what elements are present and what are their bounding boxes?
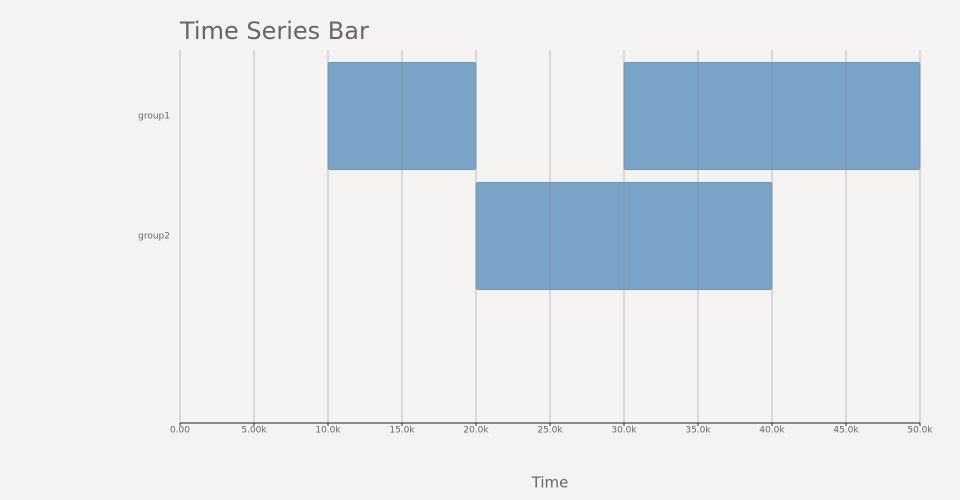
x-tick-label: 50.0k — [907, 426, 933, 436]
x-tick-label: 25.0k — [537, 426, 563, 436]
chart-title: Time Series Bar — [179, 17, 369, 45]
x-tick-label: 40.0k — [759, 426, 785, 436]
x-tick-label: 5.00k — [241, 426, 267, 436]
x-tick-label: 0.00 — [170, 426, 190, 436]
x-tick-label: 45.0k — [833, 426, 859, 436]
x-tick-label: 20.0k — [463, 426, 489, 436]
x-tick-label: 15.0k — [389, 426, 415, 436]
y-tick-label: group1 — [138, 112, 170, 122]
x-tick-label: 10.0k — [315, 426, 341, 436]
x-axis-label: Time — [531, 474, 569, 492]
y-tick-label: group2 — [138, 232, 170, 242]
x-tick-label: 30.0k — [611, 426, 637, 436]
x-tick-label: 35.0k — [685, 426, 711, 436]
